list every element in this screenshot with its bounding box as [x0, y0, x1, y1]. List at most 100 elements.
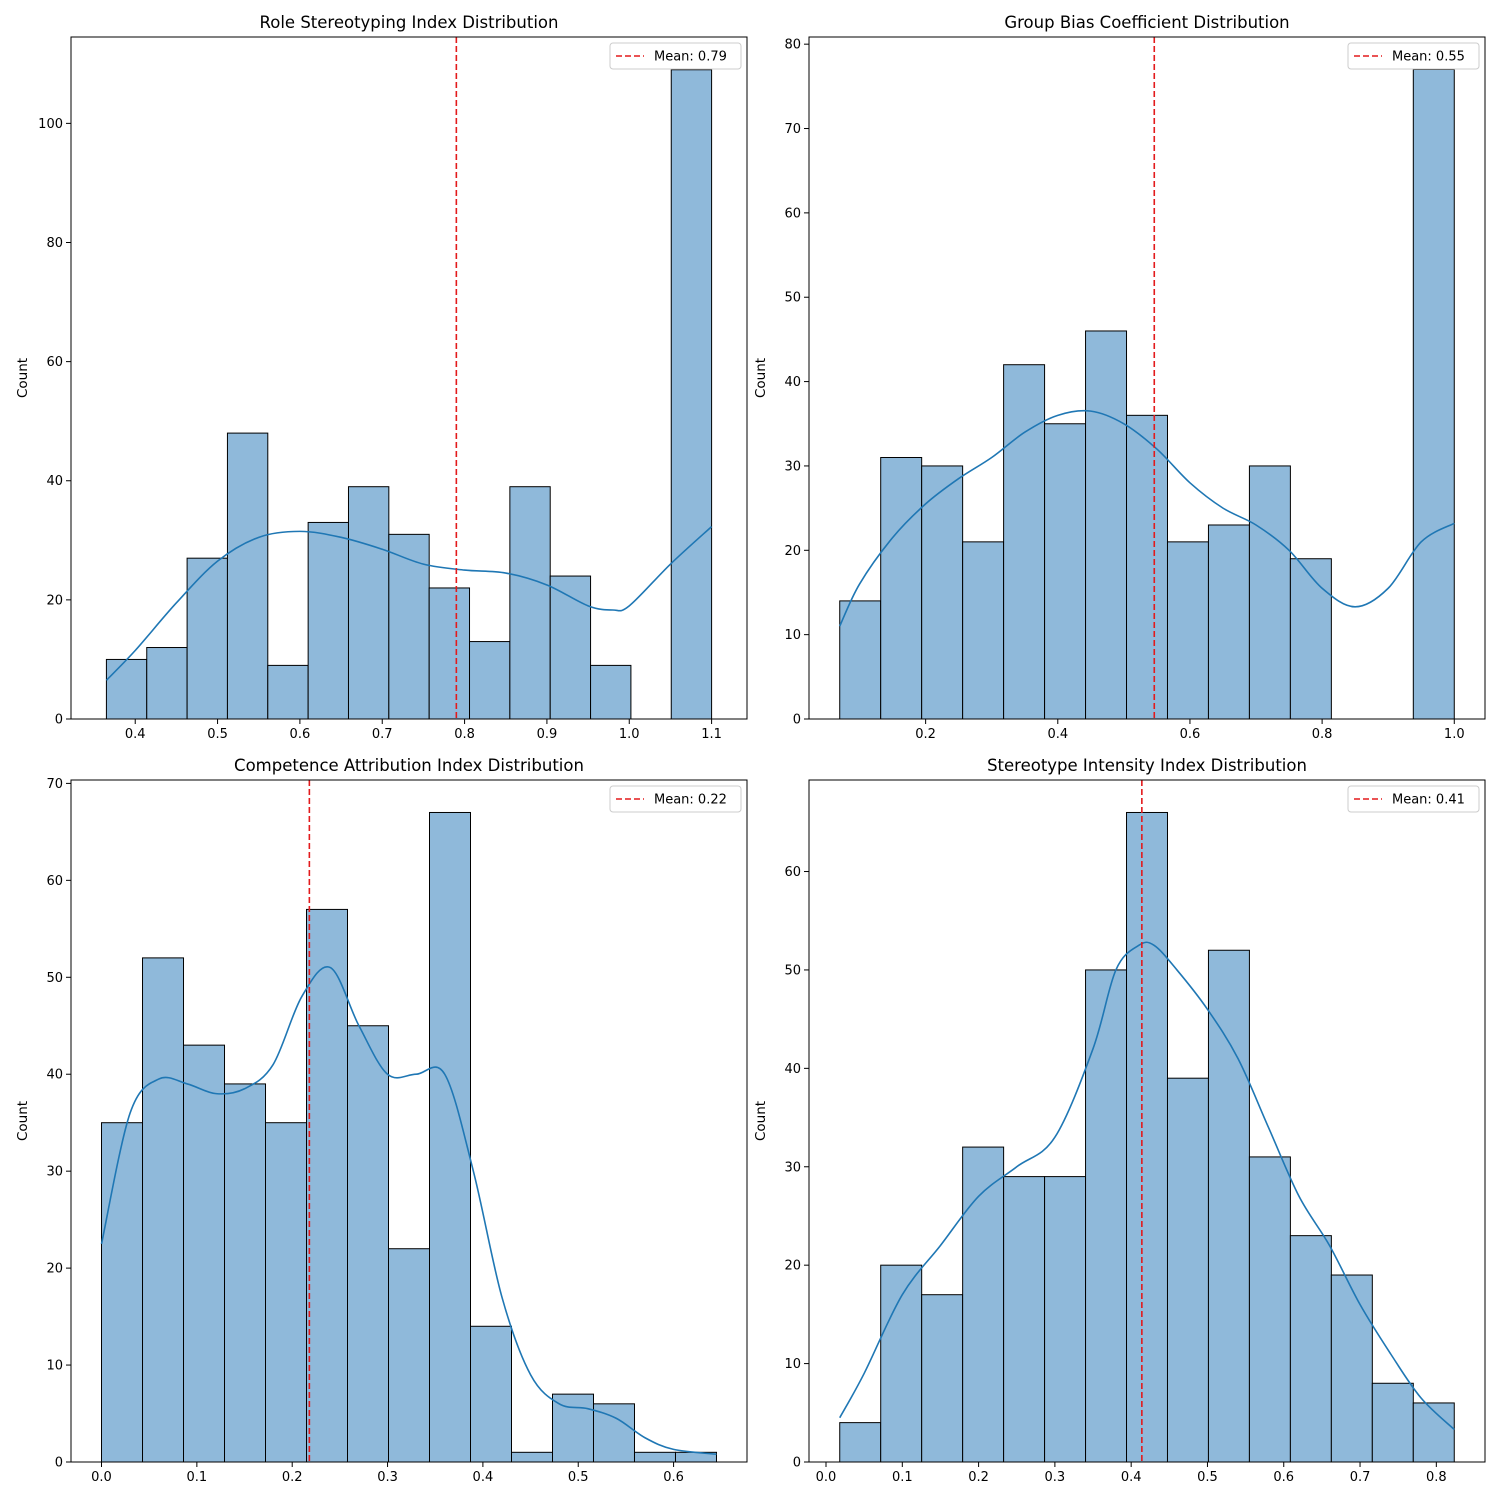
y-tick-label: 70 [46, 777, 63, 792]
histogram-bar [306, 908, 348, 1463]
x-tick-label: 0.4 [125, 727, 146, 742]
x-tick-label: 0.4 [1121, 1470, 1142, 1485]
histogram-bar [101, 1122, 144, 1463]
x-tick-label: 0.6 [1273, 1470, 1294, 1485]
chart-title: Competence Attribution Index Distributio… [234, 756, 584, 775]
histogram-bar [388, 533, 430, 720]
kde-curve [105, 526, 713, 681]
chart-title: Role Stereotyping Index Distribution [260, 13, 559, 32]
histogram-bar [921, 465, 964, 720]
kde-curve [839, 409, 1455, 627]
histogram-bar [1003, 364, 1046, 720]
x-tick-label: 0.0 [816, 1470, 837, 1485]
y-tick-label: 100 [38, 117, 63, 132]
y-tick-label: 30 [784, 459, 801, 474]
y-axis-label: Count [753, 1101, 769, 1141]
histogram-bar [1085, 330, 1128, 720]
y-tick-label: 20 [784, 544, 801, 559]
histogram-bar [839, 600, 882, 720]
y-axis: 0 20 40 60 80 100 [38, 117, 71, 728]
histogram-bar [429, 811, 471, 1463]
y-axis: 0 10 20 30 40 50 60 70 80 [784, 38, 809, 728]
histogram-bar [1126, 811, 1168, 1463]
chart-title: Group Bias Coefficient Distribution [1004, 13, 1289, 32]
y-tick-label: 80 [784, 38, 801, 53]
chart-title: Stereotype Intensity Index Distribution [987, 756, 1307, 775]
y-tick-label: 50 [46, 971, 63, 986]
histogram-bar [1330, 1274, 1373, 1463]
kde-curve [100, 966, 717, 1456]
histogram-bar [921, 1294, 964, 1463]
legend-mean-label: Mean: 0.22 [654, 793, 727, 808]
x-tick-label: 1.0 [1444, 727, 1465, 742]
histogram-bar [347, 486, 390, 720]
y-tick-label: 0 [55, 1456, 63, 1471]
x-tick-label: 0.6 [290, 727, 311, 742]
histogram-bar [470, 1325, 512, 1463]
x-tick-label: 0.5 [568, 1470, 589, 1485]
y-tick-label: 10 [46, 1359, 63, 1374]
axes-frame [808, 36, 1486, 720]
x-tick-label: 0.6 [1180, 727, 1201, 742]
histogram-bar [428, 587, 471, 720]
x-tick-label: 0.1 [187, 1470, 208, 1485]
histogram-bar [1166, 1077, 1209, 1463]
histogram-bar [633, 1451, 676, 1463]
y-tick-label: 40 [46, 474, 63, 489]
histogram-bar [1412, 68, 1455, 720]
x-tick-label: 0.2 [282, 1470, 303, 1485]
y-tick-label: 40 [784, 1062, 801, 1077]
y-tick-label: 60 [784, 865, 801, 880]
histogram-bar [549, 575, 592, 720]
axes-frame [70, 779, 748, 1463]
x-tick-label: 1.1 [701, 727, 722, 742]
y-tick-label: 0 [55, 713, 63, 728]
x-tick-label: 0.7 [1350, 1470, 1371, 1485]
y-tick-label: 20 [46, 1262, 63, 1277]
histogram-bar [670, 69, 713, 720]
legend-mean-label: Mean: 0.79 [654, 50, 727, 65]
legend: Mean: 0.22 [609, 785, 742, 813]
histogram-bar [1044, 1176, 1087, 1463]
legend-box [1347, 785, 1480, 813]
x-axis: 0.2 0.4 0.6 0.8 1.0 [915, 719, 1465, 742]
y-tick-label: 50 [784, 963, 801, 978]
histogram-bar [388, 1248, 430, 1463]
x-axis: 0.0 0.1 0.2 0.3 0.4 0.5 0.6 0.7 0.8 [816, 1462, 1447, 1485]
y-tick-label: 30 [46, 1165, 63, 1180]
legend-mean-label: Mean: 0.41 [1392, 793, 1465, 808]
histogram-bar [1207, 949, 1250, 1463]
kde-curve [839, 941, 1455, 1431]
histogram-bar [1371, 1382, 1414, 1463]
histogram-bar [186, 557, 228, 720]
histogram-bar [105, 658, 148, 720]
histogram-bar [1003, 1176, 1046, 1463]
histogram-bar [1207, 524, 1250, 720]
histogram-bar [183, 1044, 226, 1463]
histogram-bar [509, 486, 551, 720]
y-tick-label: 50 [784, 291, 801, 306]
y-tick-label: 60 [784, 206, 801, 221]
x-tick-label: 0.0 [91, 1470, 112, 1485]
y-axis-label: Count [15, 1101, 31, 1141]
y-tick-label: 20 [784, 1259, 801, 1274]
histogram-bar [1289, 1235, 1332, 1463]
y-tick-label: 60 [46, 355, 63, 370]
legend-box [609, 42, 742, 70]
histogram-bars [839, 68, 1455, 720]
x-tick-label: 0.4 [473, 1470, 494, 1485]
histogram-bar [307, 521, 349, 720]
legend: Mean: 0.55 [1347, 42, 1480, 70]
y-tick-label: 10 [784, 1357, 801, 1372]
y-tick-label: 40 [46, 1068, 63, 1083]
histogram-bar [962, 541, 1005, 720]
histogram-bar [267, 664, 309, 720]
y-tick-label: 0 [793, 713, 801, 728]
y-tick-label: 80 [46, 236, 63, 251]
x-axis: 0.0 0.1 0.2 0.3 0.4 0.5 0.6 [91, 1462, 684, 1485]
histogram-bar [142, 957, 185, 1463]
x-tick-label: 0.8 [1312, 727, 1333, 742]
x-tick-label: 0.2 [915, 727, 936, 742]
legend-mean-label: Mean: 0.55 [1392, 50, 1465, 65]
